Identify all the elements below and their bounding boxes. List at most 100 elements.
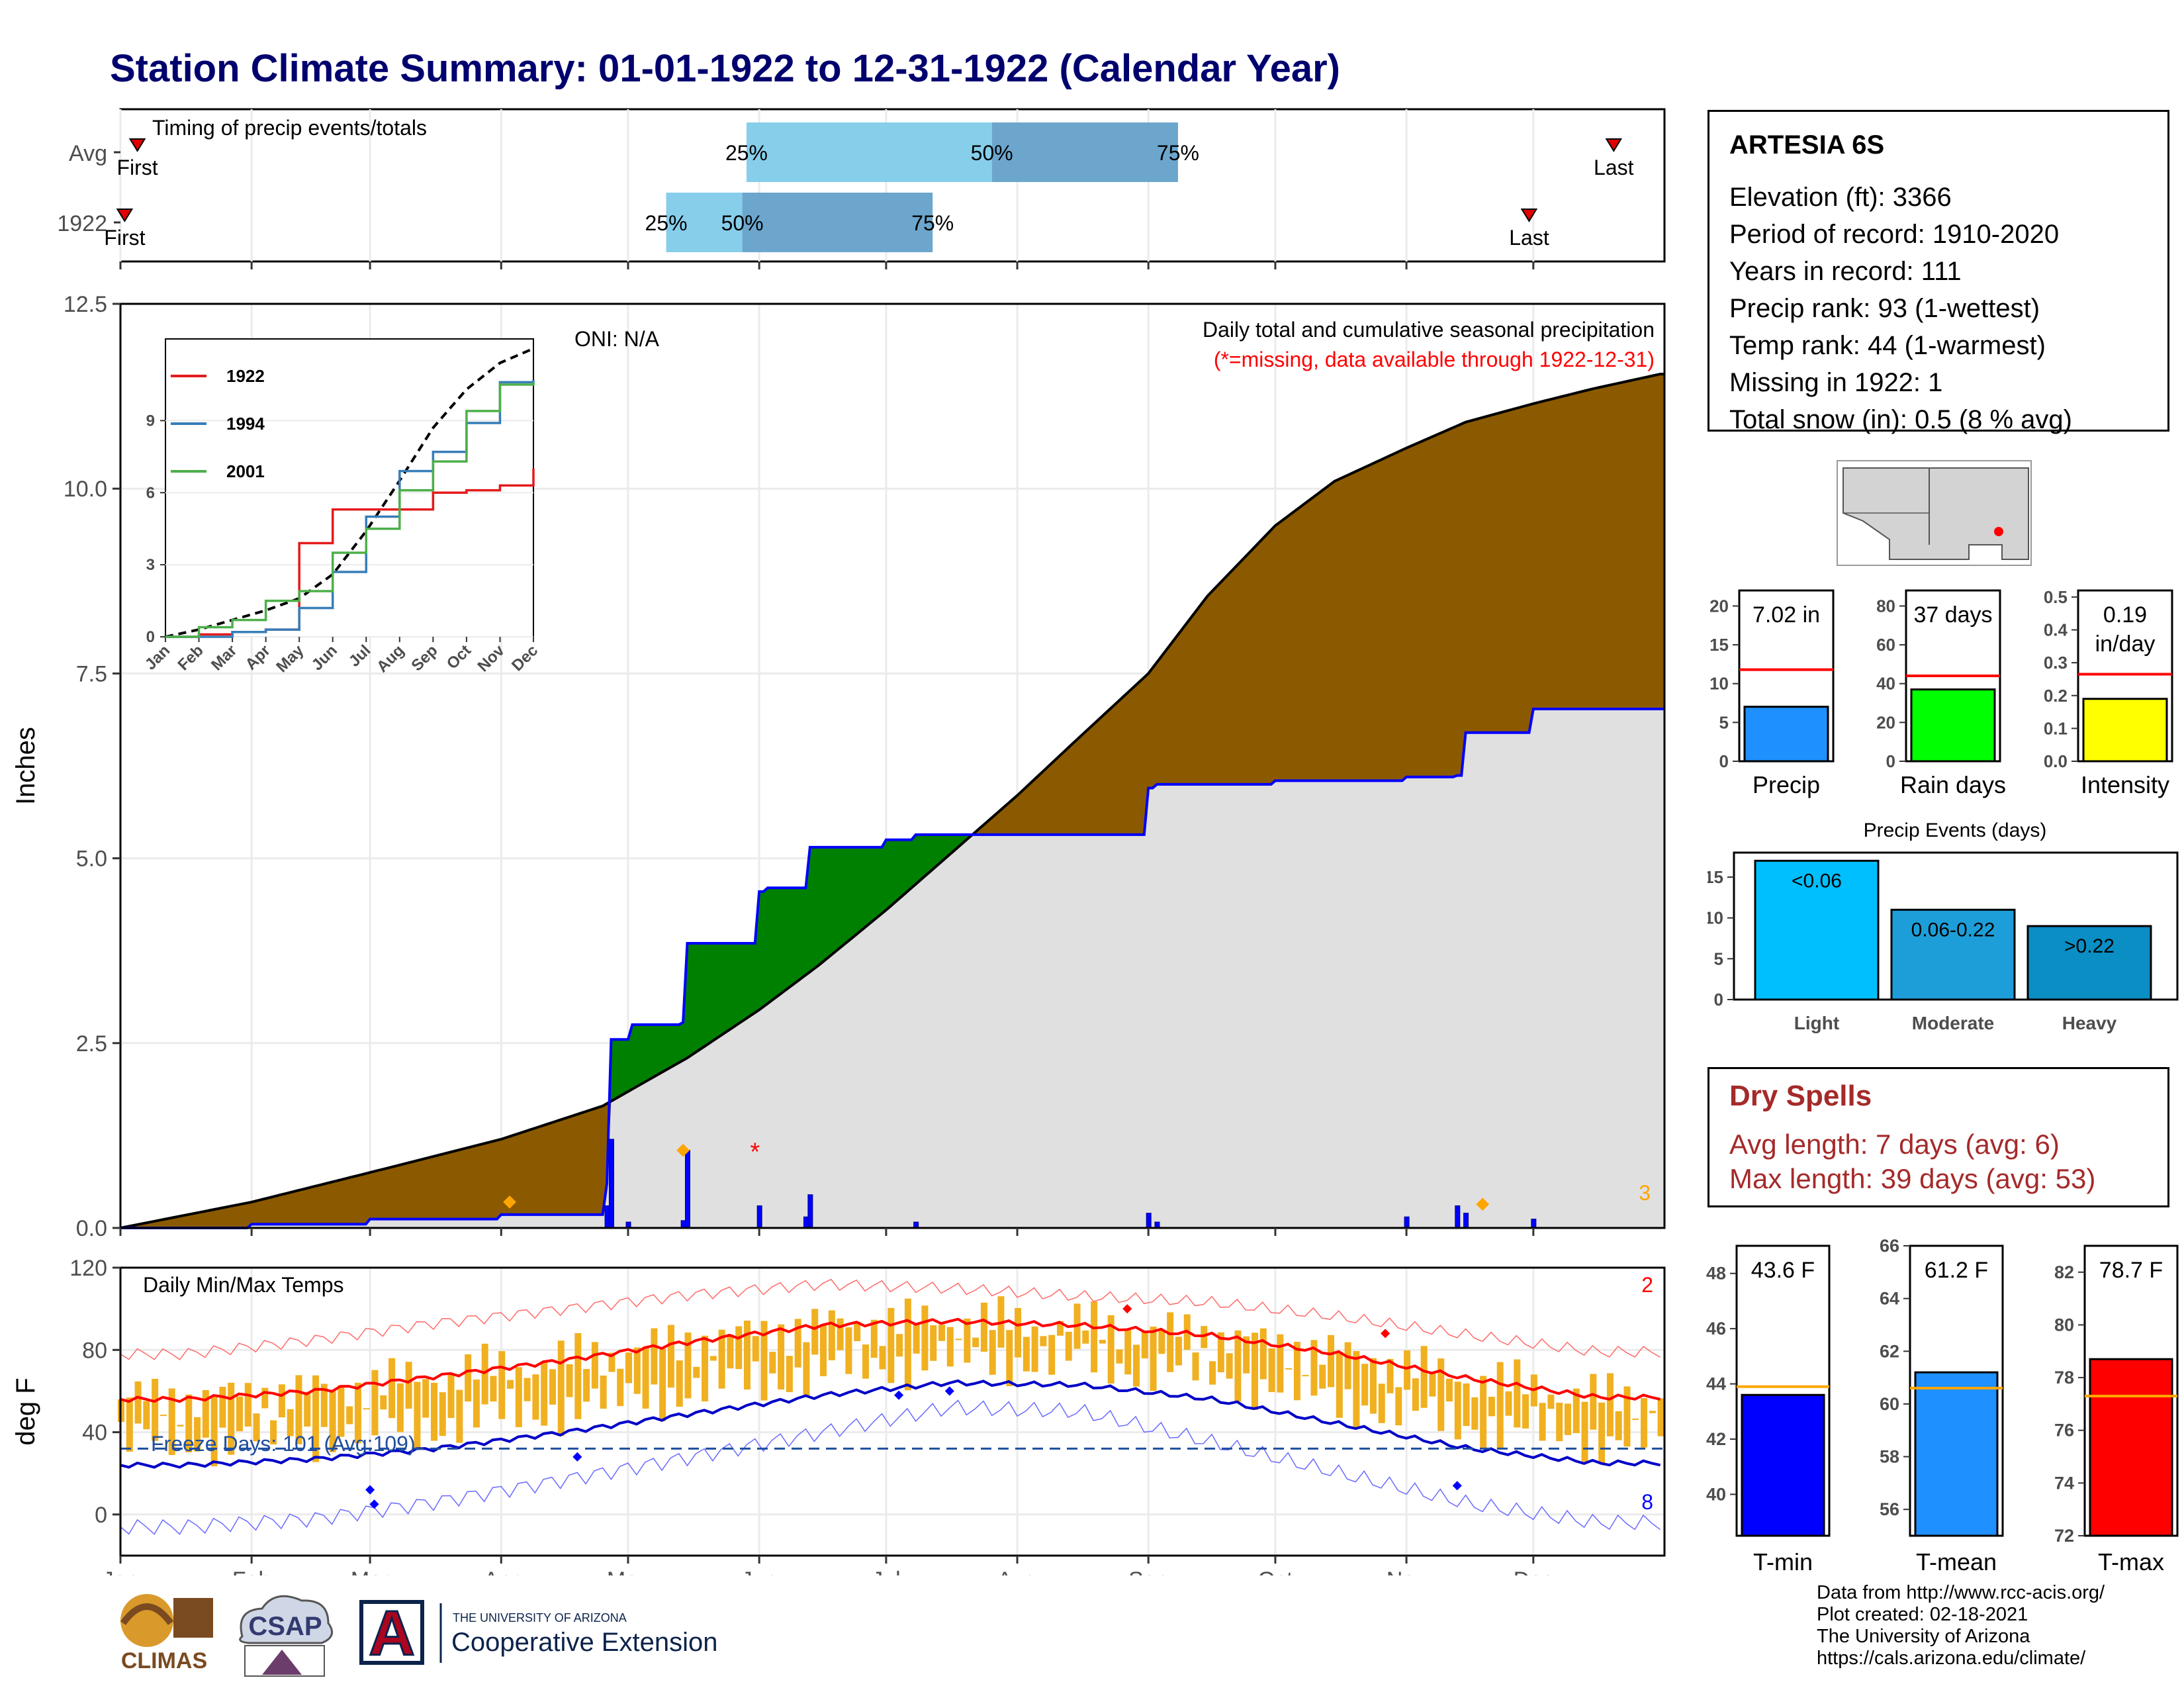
precip-y-tick-label: 7.5 [76,661,107,686]
daily-precip-bar [807,1194,813,1229]
daily-temp-bar [1590,1374,1597,1430]
daily-temp-bar [684,1332,692,1399]
first-event-label: First [116,156,158,179]
daily-temp-bar [1251,1333,1258,1411]
daily-temp-bar [1192,1352,1199,1381]
events-bar-range-label: 0.06-0.22 [1911,919,1995,941]
daily-temp-bar [1412,1378,1419,1411]
daily-temp-bar [1259,1328,1267,1380]
summary-bar-value [1910,688,1996,763]
summary-bar-tick-label: 80 [1876,596,1895,616]
summary-bar-tick-label: 46 [1706,1319,1726,1338]
daily-temp-bar [854,1321,861,1342]
month-axis-label: Nov [1387,1568,1426,1575]
daily-temp-bar [651,1328,658,1385]
month-axis-label: Jul [872,1568,900,1575]
daily-temp-bar [1048,1335,1056,1375]
daily-temp-bar [1124,1329,1132,1375]
daily-temp-bar [1522,1394,1529,1429]
daily-temp-bar [1302,1375,1309,1377]
daily-temp-bar [439,1392,446,1436]
summary-bar-tick-label: 56 [1880,1499,1899,1519]
daily-precip-bar [608,1139,614,1229]
daily-temp-bar [1395,1387,1402,1426]
daily-temp-bar [887,1307,895,1383]
daily-temp-bar [456,1389,463,1443]
daily-temp-bar [228,1382,235,1455]
daily-temp-bar [236,1396,243,1432]
daily-temp-bar [667,1325,674,1388]
daily-temp-bar [1150,1327,1157,1391]
precip-y-tick-label: 10.0 [64,477,107,502]
normal-area [120,709,1664,1228]
daily-temp-bar [964,1318,971,1363]
daily-temp-bar [904,1298,911,1391]
summary-bar-tick-label: 0.4 [2044,620,2068,640]
record-high-count: 2 [1641,1273,1653,1297]
daily-temp-bar [583,1369,590,1402]
timing-pct-label: 25% [645,211,688,235]
daily-temp-bar [481,1343,488,1405]
daily-temp-bar [1369,1358,1377,1414]
avg-max-line [120,1317,1661,1403]
daily-temp-bar [1657,1398,1664,1436]
daily-temp-bar [295,1375,302,1444]
climas-logo-arc [120,1603,174,1626]
month-axis-label: Feb [232,1568,271,1575]
daily-temp-bar [244,1383,251,1427]
daily-temp-bar [1488,1397,1495,1417]
heavy-event-marker [1476,1197,1490,1211]
last-event-label: Last [1509,226,1549,250]
daily-temp-bar [727,1335,734,1369]
csap-logo[interactable]: CSAP [239,1595,334,1677]
daily-temp-bar [794,1319,801,1368]
daily-temp-bar [769,1352,776,1374]
daily-temp-bar [405,1362,412,1409]
daily-temp-bar [1201,1326,1208,1348]
events-bar-range-label: >0.22 [2064,935,2115,957]
elevation-text: Elevation (ft): 3366 [1729,183,1952,212]
daily-temp-bar [1353,1351,1360,1429]
daily-temp-bar [515,1367,522,1427]
daily-temp-bar [1564,1403,1571,1435]
events-bar [1754,859,1880,1001]
daily-temp-bar [1082,1330,1089,1344]
daily-temp-bar [1496,1362,1504,1450]
heavy-event-marker [503,1196,516,1209]
daily-temp-bar [574,1333,582,1419]
daily-temp-bar [152,1378,159,1441]
precip-frame [119,303,1666,1229]
precip-y-tick-label: 12.5 [64,292,107,317]
climas-logo[interactable]: CLIMAS [120,1594,213,1673]
dry-spells-box: Dry Spells Avg length: 7 days (avg: 6) M… [1707,1067,2169,1207]
summary-bar-label: T-mean [1916,1548,1997,1575]
temp-panel-label: Daily Min/Max Temps [143,1273,343,1297]
summary-bar-tick-label: 40 [1876,674,1895,694]
events-bar-category-label: Heavy [2062,1013,2117,1033]
daily-temp-bar [1285,1368,1293,1370]
month-axis-label: Jun [741,1568,778,1575]
daily-temp-bar [1344,1342,1351,1389]
daily-temp-bar [447,1373,455,1419]
inset-y-tick-label: 3 [146,556,155,574]
daily-temp-bar [1158,1329,1165,1354]
university-of-arizona-logo[interactable]: A THE UNIVERSITY OF ARIZONA Cooperative … [359,1597,717,1670]
daily-temp-bar [600,1376,607,1409]
heavy-event-count: 3 [1639,1181,1651,1205]
climas-logo-block [173,1598,213,1638]
precip-y-tick-label: 0.0 [76,1216,107,1241]
inset-series-line [165,382,535,638]
month-axis-label: Oct [1258,1568,1293,1575]
daily-temp-bar [1463,1383,1470,1427]
daily-temp-bar [1361,1364,1369,1406]
daily-temp-bar [1065,1331,1072,1361]
daily-temp-bar [541,1361,548,1426]
daily-temp-bar [422,1379,430,1418]
daily-temp-bar [498,1351,506,1419]
events-bar-range-label: <0.06 [1792,870,1842,892]
cumulative-observed-line [120,708,1664,1229]
daily-temp-bar [278,1384,285,1418]
summary-bar-value [1743,706,1829,763]
daily-temp-bar [338,1385,345,1437]
daily-temp-bar [159,1415,167,1417]
